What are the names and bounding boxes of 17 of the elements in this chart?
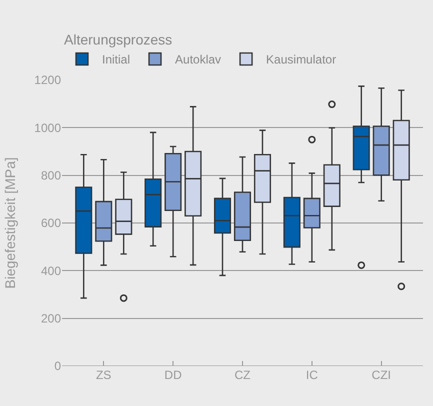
legend-label: Initial: [102, 52, 130, 67]
y-axis-title: Biegefestigkeit [MPa]: [2, 157, 18, 289]
y-tick-label: 1000: [34, 120, 62, 135]
x-tick-label: CZI: [372, 368, 392, 382]
legend-title: Alterungsprozess: [64, 31, 172, 48]
y-tick-label: 400: [40, 264, 62, 278]
y-tick-label: 1200: [34, 73, 62, 88]
x-tick-label: CZ: [234, 368, 250, 382]
x-tick-label: DD: [164, 368, 182, 382]
y-tick-label: 800: [40, 168, 62, 183]
x-tick-label: IC: [306, 368, 318, 382]
legend-label: Kausimulator: [266, 52, 336, 67]
y-tick-label: 0: [54, 359, 62, 374]
x-tick-label: ZS: [96, 368, 112, 382]
legend-label: Autoklav: [175, 52, 222, 67]
y-tick-label: 200: [40, 312, 62, 326]
y-tick-label: 600: [40, 216, 62, 230]
